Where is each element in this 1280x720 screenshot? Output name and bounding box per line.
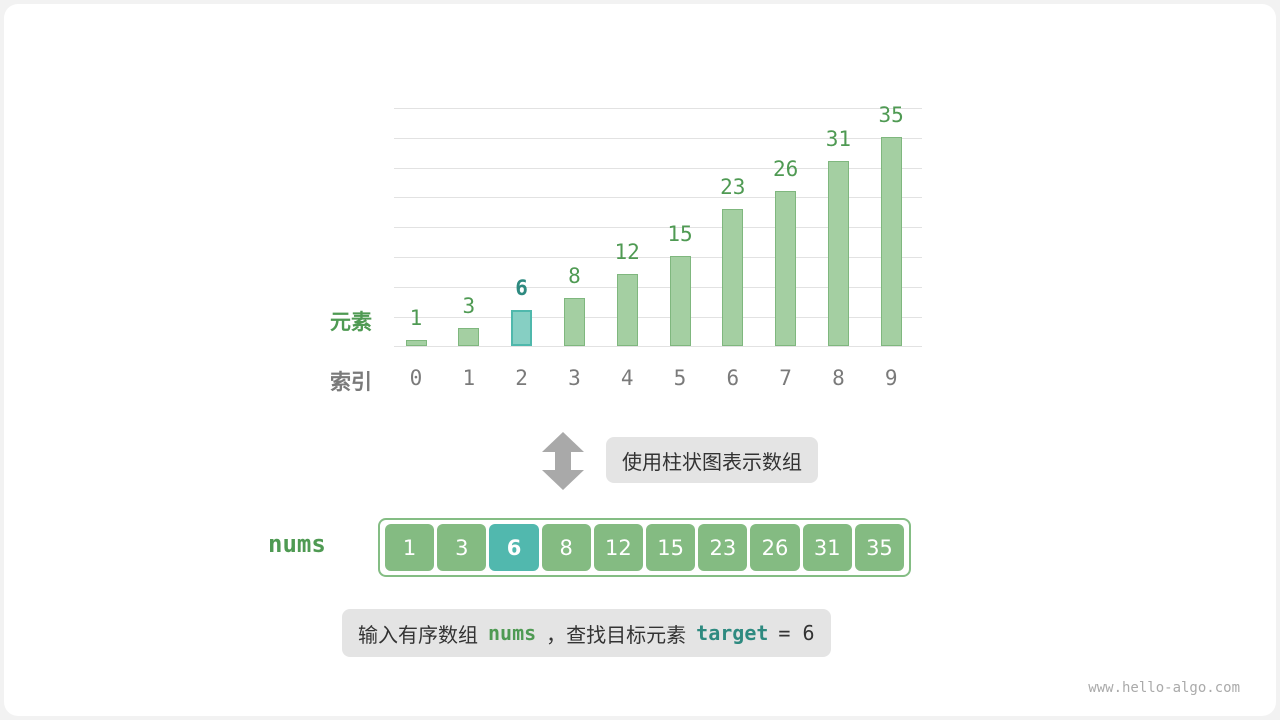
index-label: 0 (409, 366, 423, 390)
array-cell: 31 (802, 524, 852, 571)
double-arrow-icon (542, 432, 584, 490)
bar (827, 160, 849, 346)
index-label: 6 (726, 366, 740, 390)
bar (616, 274, 638, 346)
array-cell: 12 (593, 524, 644, 571)
gridline (394, 167, 922, 169)
gridline (394, 227, 922, 229)
bar (775, 190, 797, 346)
bar-value-label: 12 (614, 240, 640, 265)
value-axis-label: 元素 (330, 310, 372, 334)
bar (880, 137, 902, 346)
array-cell: 3 (437, 524, 487, 571)
gridline (394, 346, 922, 348)
bar-value-label: 23 (720, 174, 746, 199)
bar-value-label: 35 (878, 103, 904, 127)
bar (722, 208, 744, 346)
description-middle: ，查找目标元素 (546, 622, 687, 647)
gridline (394, 108, 922, 109)
gridline (394, 316, 922, 318)
bar-value-label: 31 (825, 126, 852, 151)
bar-value-label: 3 (462, 294, 476, 319)
bar (511, 310, 533, 346)
array-cell: 26 (750, 524, 800, 571)
index-label: 2 (515, 366, 528, 390)
index-label: 3 (568, 366, 581, 390)
gridline (394, 257, 922, 258)
gridline (394, 137, 922, 139)
bar (458, 328, 480, 346)
array-cell: 1 (385, 524, 435, 571)
bar-value-label: 26 (772, 156, 799, 181)
index-label: 7 (779, 366, 792, 390)
array-cell: 23 (698, 524, 748, 571)
description-target-name: target (696, 621, 769, 645)
description-array-name: nums (488, 621, 537, 645)
index-label: 8 (832, 366, 845, 390)
array-name: nums (268, 530, 326, 558)
index-label: 5 (673, 366, 687, 390)
bar-value-label: 1 (409, 306, 423, 331)
gridline (394, 286, 922, 288)
array-cell: 35 (854, 524, 905, 571)
description-prefix: 输入有序数组 (358, 622, 478, 647)
array-cell: 15 (646, 524, 696, 571)
array-cell: 6 (489, 524, 539, 571)
bar (405, 340, 427, 346)
gridline (394, 197, 922, 199)
caption: 使用柱状图表示数组 (606, 437, 818, 483)
bar (563, 298, 585, 346)
watermark: www.hello-algo.com (1088, 680, 1240, 696)
bar-value-label: 8 (568, 264, 581, 289)
description-target-value: = 6 (778, 621, 815, 645)
diagram-card: 1 0 3 1 6 2 8 3 12 4 15 5 23 6 26 7 31 8 35 9 元素 索引 使用柱状图表示… (4, 4, 1276, 716)
index-label: 1 (462, 366, 476, 390)
index-axis-label: 索引 (330, 370, 372, 394)
index-label: 4 (620, 366, 634, 390)
bar-value-label: 15 (667, 222, 693, 247)
bar (669, 256, 691, 346)
array-box: 1 3 6 8 12 15 23 26 31 35 (378, 518, 911, 577)
array-cell: 8 (541, 524, 591, 571)
description: 输入有序数组 nums ，查找目标元素 target = 6 (342, 609, 831, 657)
bar-value-label: 6 (515, 276, 528, 301)
index-label: 9 (884, 366, 898, 390)
